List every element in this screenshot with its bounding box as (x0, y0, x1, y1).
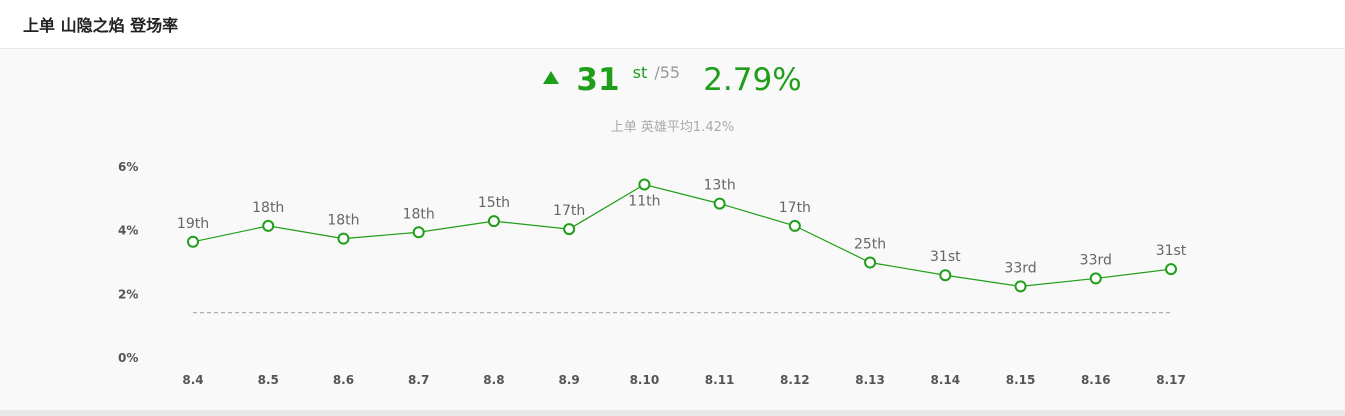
data-point (563, 223, 576, 236)
x-tick-label: 8.12 (780, 373, 810, 387)
x-tick-label: 8.15 (1006, 373, 1036, 387)
data-label: 31st (930, 249, 961, 265)
x-tick-label: 8.5 (258, 373, 279, 387)
data-label: 18th (252, 200, 284, 216)
data-point (713, 197, 726, 210)
data-point (487, 215, 500, 228)
data-label: 25th (854, 237, 886, 253)
x-tick-label: 8.13 (855, 373, 885, 387)
data-label: 31st (1156, 243, 1187, 259)
y-tick-label: 2% (118, 287, 138, 301)
data-label: 19th (177, 216, 209, 232)
data-point (1014, 280, 1027, 293)
data-point (337, 232, 350, 245)
panel-title: 上单 山隐之焰 登场率 (23, 16, 179, 35)
y-tick-label: 0% (118, 351, 138, 365)
rank-total: /55 (654, 63, 681, 82)
data-point (262, 219, 275, 232)
rate-value: 2.79% (703, 62, 802, 98)
y-tick-label: 6% (118, 160, 138, 174)
data-point (864, 256, 877, 269)
data-point (638, 178, 651, 191)
bottom-divider (0, 410, 1345, 416)
x-tick-label: 8.9 (559, 373, 580, 387)
series-line (192, 183, 1172, 287)
data-label: 33rd (1004, 260, 1036, 276)
x-tick-label: 8.6 (333, 373, 354, 387)
data-point (1165, 263, 1177, 276)
x-tick-label: 8.4 (182, 373, 203, 387)
data-point (412, 226, 425, 239)
panel-header: 上单 山隐之焰 登场率 (0, 0, 1345, 49)
data-label: 15th (478, 195, 510, 211)
data-point (788, 219, 801, 232)
x-tick-label: 8.17 (1156, 373, 1186, 387)
data-label: 33rd (1080, 252, 1112, 268)
triangle-up-icon (543, 71, 560, 84)
data-label: 17th (779, 200, 811, 216)
data-label: 11th (628, 194, 660, 210)
x-tick-label: 8.14 (931, 373, 961, 387)
rank-suffix: st (632, 63, 648, 82)
data-point (939, 269, 952, 282)
x-tick-label: 8.8 (483, 373, 504, 387)
x-tick-label: 8.7 (408, 373, 429, 387)
x-tick-label: 8.16 (1081, 373, 1111, 387)
data-point (187, 235, 199, 248)
summary-row: 31 st /55 2.79% (0, 62, 1345, 112)
rank-value: 31 (576, 62, 620, 98)
x-tick-label: 8.11 (705, 373, 735, 387)
data-label: 13th (704, 178, 736, 194)
data-label: 17th (553, 203, 585, 219)
x-tick-label: 8.10 (630, 373, 660, 387)
data-label: 18th (403, 206, 435, 222)
average-label: 上单 英雄平均1.42% (610, 120, 735, 135)
data-point (1089, 272, 1102, 285)
data-label: 18th (327, 213, 359, 229)
y-tick-label: 4% (118, 224, 138, 238)
